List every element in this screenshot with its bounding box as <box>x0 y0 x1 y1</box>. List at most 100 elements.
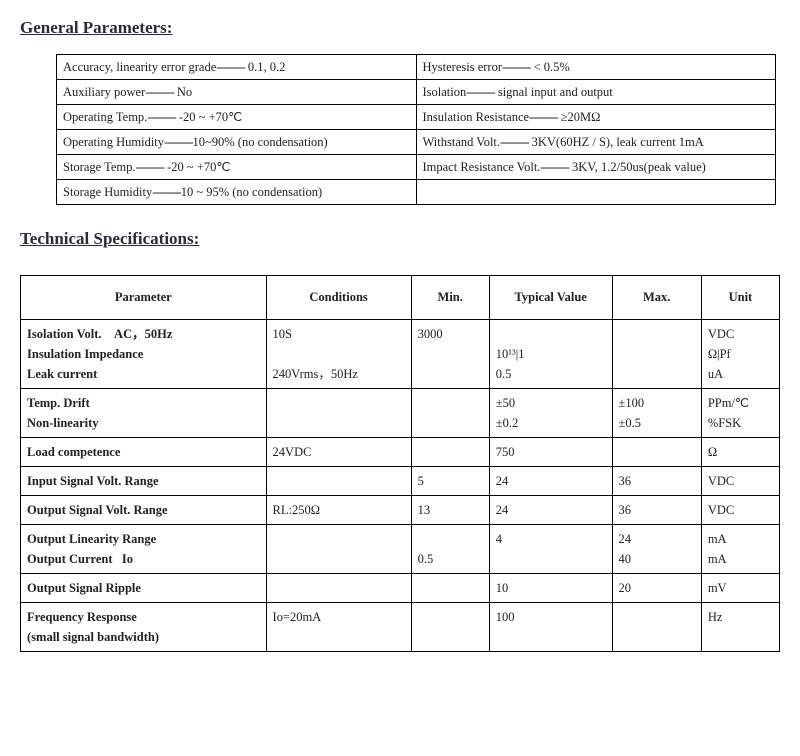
dots-separator: --------- <box>540 160 568 174</box>
value-cell <box>266 467 411 496</box>
value-cell: 13 <box>411 496 489 525</box>
general-params-table-wrap: Accuracy, linearity error grade ---------… <box>56 54 780 205</box>
param-value: 3KV, 1.2/50us(peak value) <box>569 160 706 174</box>
value-cell: 2440 <box>612 525 701 574</box>
table-row: Temp. DriftNon-linearity ±50±0.2±100±0.5… <box>21 389 780 438</box>
table-row: Load competence24VDC 750 Ω <box>21 438 780 467</box>
param-value: No <box>174 85 192 99</box>
value-cell <box>612 438 701 467</box>
value-cell <box>411 574 489 603</box>
value-cell: 3000 <box>411 320 489 389</box>
param-label: Impact Resistance Volt. <box>423 160 541 174</box>
table-cell: Accuracy, linearity error grade---------… <box>57 55 417 80</box>
value-cell: ±50±0.2 <box>489 389 612 438</box>
value-cell: 36 <box>612 467 701 496</box>
value-cell: PPm/℃%FSK <box>701 389 779 438</box>
table-row: Accuracy, linearity error grade ---------… <box>57 55 776 80</box>
value-cell: VDC <box>701 496 779 525</box>
table-row: Isolation Volt. AC，50HzInsulation Impeda… <box>21 320 780 389</box>
dots-separator: --------- <box>147 110 175 124</box>
dots-separator: --------- <box>152 185 180 199</box>
table-row: Operating Temp.--------- -20 ~ +70℃Insul… <box>57 105 776 130</box>
value-cell: 20 <box>612 574 701 603</box>
value-cell <box>411 603 489 652</box>
value-cell: ±100±0.5 <box>612 389 701 438</box>
table-cell: Storage Temp.--------- -20 ~ +70℃ <box>57 155 417 180</box>
column-header: Typical Value <box>489 276 612 320</box>
value-cell: 24VDC <box>266 438 411 467</box>
dots-separator: --------- <box>500 135 528 149</box>
value-cell: Ω <box>701 438 779 467</box>
param-label: Storage Temp. <box>63 160 136 174</box>
value-cell: 5 <box>411 467 489 496</box>
table-cell: Impact Resistance Volt.--------- 3KV, 1.… <box>416 155 776 180</box>
dots-separator: --------- <box>145 85 173 99</box>
table-cell: Withstand Volt.--------- 3KV(60HZ / S), … <box>416 130 776 155</box>
value-cell: 24 <box>489 467 612 496</box>
param-label: Hysteresis error <box>423 60 503 74</box>
dots-separator: --------- <box>164 135 192 149</box>
param-value: 10 ~ 95% (no condensation) <box>181 185 322 199</box>
param-label: Storage Humidity <box>63 185 152 199</box>
heading-tech: Technical Specifications: <box>20 229 780 249</box>
param-value: ≥20MΩ <box>558 110 601 124</box>
tech-spec-table: ParameterConditionsMin.Typical ValueMax.… <box>20 275 780 652</box>
value-cell: Io=20mA <box>266 603 411 652</box>
table-cell <box>416 180 776 205</box>
table-row: Operating Humidity---------10~90% (no co… <box>57 130 776 155</box>
table-row: Input Signal Volt. Range 52436VDC <box>21 467 780 496</box>
param-cell: Output Signal Ripple <box>21 574 267 603</box>
value-cell <box>612 603 701 652</box>
param-label: Insulation Resistance <box>423 110 530 124</box>
dots-separator: --------- <box>502 60 530 74</box>
table-cell: Operating Temp.--------- -20 ~ +70℃ <box>57 105 417 130</box>
value-cell <box>612 320 701 389</box>
column-header: Unit <box>701 276 779 320</box>
column-header: Conditions <box>266 276 411 320</box>
value-cell: 4 <box>489 525 612 574</box>
param-label: Operating Temp. <box>63 110 147 124</box>
table-row: Auxiliary power--------- NoIsolation----… <box>57 80 776 105</box>
value-cell: 100 <box>489 603 612 652</box>
heading-general: General Parameters: <box>20 18 780 38</box>
value-cell: VDCΩ|PfuA <box>701 320 779 389</box>
value-cell: 10¹³|10.5 <box>489 320 612 389</box>
value-cell: mAmA <box>701 525 779 574</box>
param-value: 0.1, 0.2 <box>245 60 286 74</box>
value-cell: RL:250Ω <box>266 496 411 525</box>
value-cell: mV <box>701 574 779 603</box>
param-cell: Temp. DriftNon-linearity <box>21 389 267 438</box>
param-value: -20 ~ +70℃ <box>164 160 230 174</box>
dots-separator: --------- <box>136 160 164 174</box>
value-cell <box>266 389 411 438</box>
param-label: Operating Humidity <box>63 135 164 149</box>
param-cell: Frequency Response(small signal bandwidt… <box>21 603 267 652</box>
param-value: < 0.5% <box>530 60 569 74</box>
value-cell <box>266 574 411 603</box>
param-label: Withstand Volt. <box>423 135 501 149</box>
column-header: Min. <box>411 276 489 320</box>
table-cell: Hysteresis error--------- < 0.5% <box>416 55 776 80</box>
param-value: 10~90% (no condensation) <box>193 135 328 149</box>
value-cell: 750 <box>489 438 612 467</box>
value-cell: 10 <box>489 574 612 603</box>
value-cell <box>411 438 489 467</box>
value-cell: 0.5 <box>411 525 489 574</box>
dots-separator: --------- <box>529 110 557 124</box>
value-cell <box>266 525 411 574</box>
value-cell: Hz <box>701 603 779 652</box>
param-label: Accuracy, linearity error grade <box>63 60 216 74</box>
table-cell: Isolation--------- signal input and outp… <box>416 80 776 105</box>
value-cell: 10S 240Vrms，50Hz <box>266 320 411 389</box>
table-cell: Storage Humidity---------10 ~ 95% (no co… <box>57 180 417 205</box>
param-cell: Output Signal Volt. Range <box>21 496 267 525</box>
param-cell: Load competence <box>21 438 267 467</box>
param-cell: Output Linearity RangeOutput Current Io <box>21 525 267 574</box>
table-row: Output Signal Ripple 1020mV <box>21 574 780 603</box>
table-row: Output Signal Volt. RangeRL:250Ω132436VD… <box>21 496 780 525</box>
table-cell: Auxiliary power--------- No <box>57 80 417 105</box>
table-row: Frequency Response(small signal bandwidt… <box>21 603 780 652</box>
column-header: Max. <box>612 276 701 320</box>
param-value: 3KV(60HZ / S), leak current 1mA <box>528 135 703 149</box>
table-cell: Insulation Resistance--------- ≥20MΩ <box>416 105 776 130</box>
